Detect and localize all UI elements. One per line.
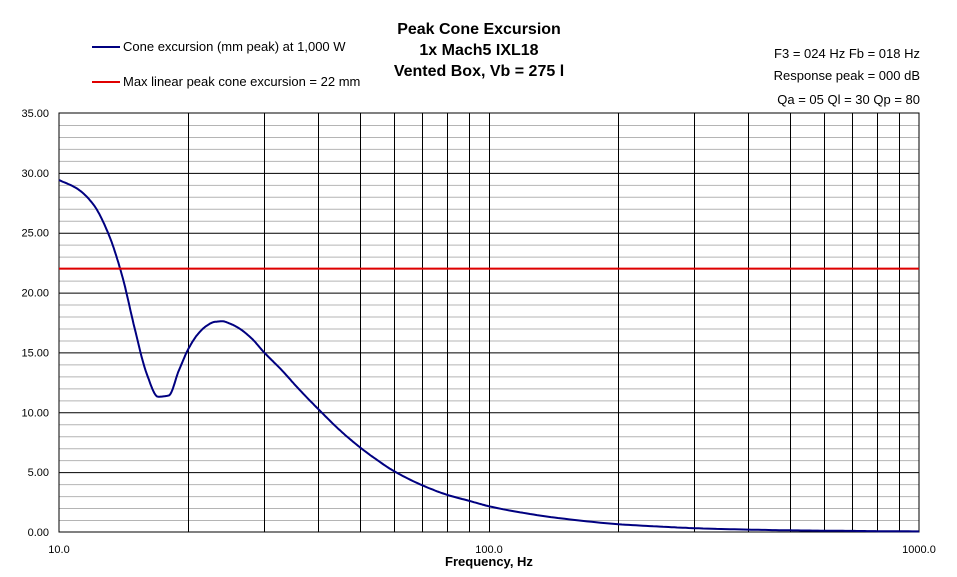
y-tick-label: 25.00 — [21, 228, 49, 240]
legend-label-excursion: Cone excursion (mm peak) at 1,000 W — [123, 39, 346, 54]
x-tick-label: 1000.0 — [902, 544, 936, 556]
y-tick-label: 30.00 — [21, 168, 49, 180]
x-axis-label: Frequency, Hz — [445, 554, 533, 569]
chart-title-line-3: Vented Box, Vb = 275 l — [393, 63, 565, 80]
plot-frame — [58, 112, 920, 533]
x-tick-label: 100.0 — [475, 544, 503, 556]
major-gridlines — [59, 113, 919, 532]
y-tick-label: 35.00 — [21, 108, 49, 120]
chart-title-line-2: 1x Mach5 IXL18 — [419, 42, 539, 59]
series-layer — [58, 179, 919, 533]
info-f3-fb: F3 = 024 Hz Fb = 018 Hz — [774, 46, 920, 61]
y-tick-label: 0.00 — [28, 527, 49, 539]
y-tick-label: 5.00 — [28, 467, 49, 479]
y-tick-label: 10.00 — [21, 407, 49, 419]
legend-label-max-linear: Max linear peak cone excursion = 22 mm — [123, 74, 361, 89]
legend-line-max-linear — [92, 81, 120, 83]
y-tick-label: 20.00 — [21, 288, 49, 300]
chart-title-line-1: Peak Cone Excursion — [397, 21, 561, 38]
y-tick-label: 15.00 — [21, 347, 49, 359]
excursion-curve — [58, 179, 919, 533]
info-q-values: Qa = 05 Ql = 30 Qp = 80 — [777, 92, 920, 107]
tick-labels: 0.00 5.00 10.00 15.00 20.00 25.00 30.00 35.00 10… — [21, 108, 935, 556]
info-response-peak: Response peak = 000 dB — [773, 68, 920, 83]
legend-line-excursion — [92, 46, 120, 48]
x-tick-label: 10.0 — [48, 544, 69, 556]
